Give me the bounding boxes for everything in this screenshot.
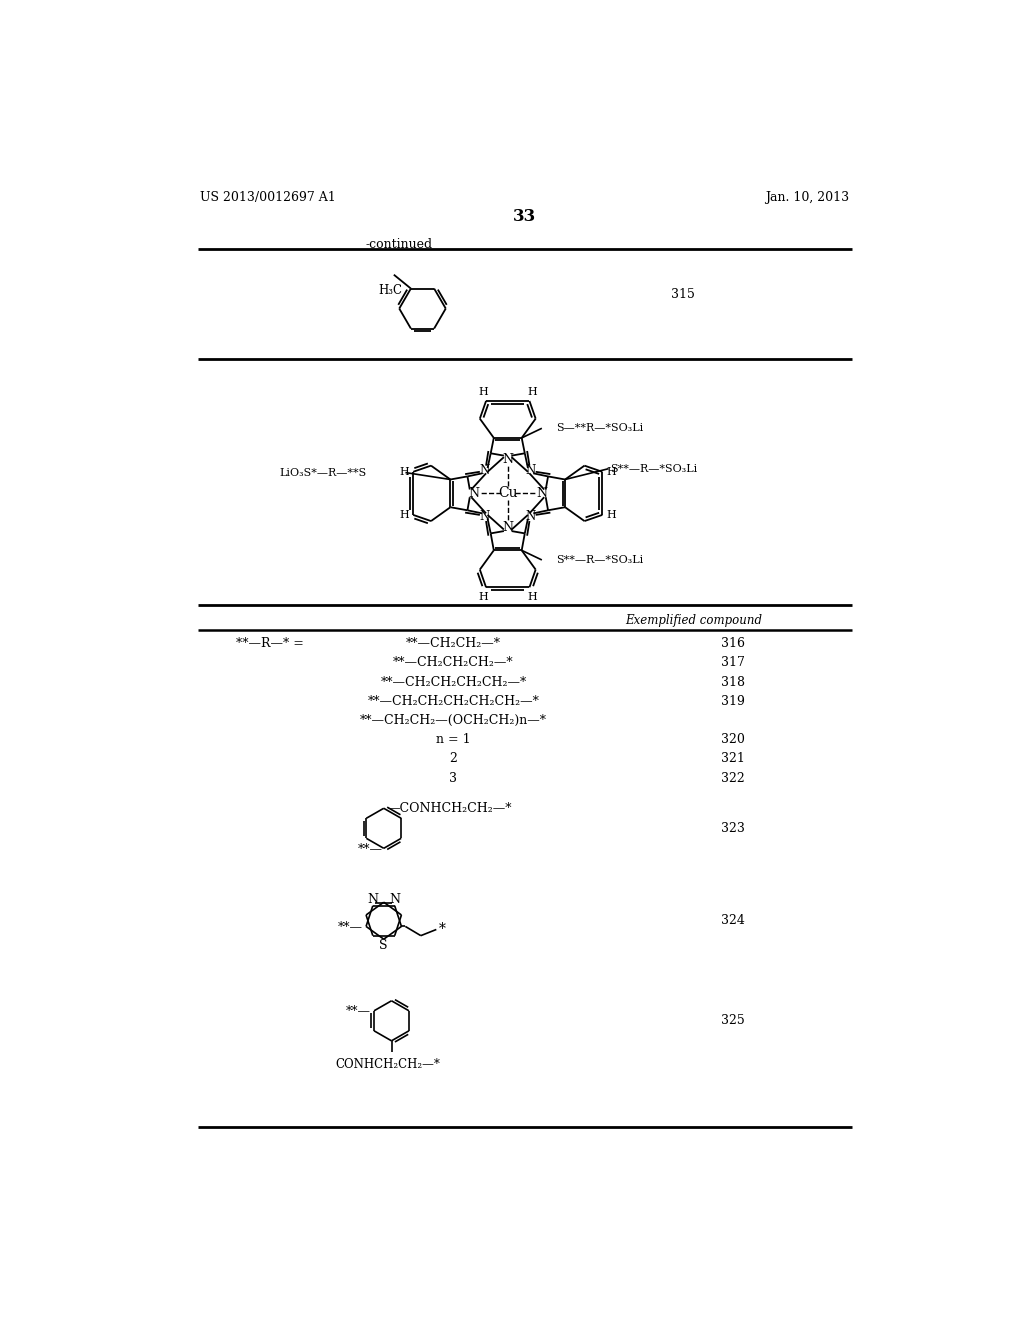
Text: N: N — [468, 487, 479, 500]
Text: **—: **— — [338, 920, 364, 933]
Text: N: N — [479, 510, 489, 523]
Text: Exemplified compound: Exemplified compound — [626, 614, 762, 627]
Text: **—CH₂CH₂CH₂—*: **—CH₂CH₂CH₂—* — [393, 656, 514, 669]
Text: 3: 3 — [450, 772, 458, 785]
Text: S**—R—*SO₃Li: S**—R—*SO₃Li — [610, 463, 697, 474]
Text: CONHCH₂CH₂—*: CONHCH₂CH₂—* — [335, 1057, 440, 1071]
Text: -continued: -continued — [366, 239, 433, 252]
Text: **—: **— — [346, 1005, 371, 1018]
Text: H: H — [399, 510, 409, 520]
Text: S: S — [380, 939, 388, 952]
Text: 316: 316 — [721, 638, 744, 649]
Text: **—R—* =: **—R—* = — [237, 638, 304, 649]
Text: H: H — [399, 467, 409, 477]
Text: H: H — [607, 467, 616, 477]
Text: **—CH₂CH₂CH₂CH₂CH₂—*: **—CH₂CH₂CH₂CH₂CH₂—* — [368, 694, 540, 708]
Text: N: N — [526, 463, 537, 477]
Text: 318: 318 — [721, 676, 744, 689]
Text: 321: 321 — [721, 752, 744, 766]
Text: US 2013/0012697 A1: US 2013/0012697 A1 — [200, 190, 336, 203]
Text: 317: 317 — [721, 656, 744, 669]
Text: 320: 320 — [721, 733, 744, 746]
Text: **—: **— — [357, 842, 382, 855]
Text: 325: 325 — [721, 1014, 744, 1027]
Text: H: H — [478, 387, 487, 397]
Text: S**—R—*SO₃Li: S**—R—*SO₃Li — [556, 554, 643, 565]
Text: LiO₃S*—R—**S: LiO₃S*—R—**S — [280, 467, 367, 478]
Text: H: H — [607, 510, 616, 520]
Text: *: * — [439, 923, 446, 936]
Text: H: H — [478, 591, 487, 602]
Text: N: N — [526, 510, 537, 523]
Text: H₃C: H₃C — [378, 284, 402, 297]
Text: —CONHCH₂CH₂—*: —CONHCH₂CH₂—* — [388, 801, 512, 814]
Text: 33: 33 — [513, 209, 537, 226]
Text: N: N — [502, 520, 513, 533]
Text: **—CH₂CH₂—*: **—CH₂CH₂—* — [406, 638, 501, 649]
Text: **—CH₂CH₂—(OCH₂CH₂)n—*: **—CH₂CH₂—(OCH₂CH₂)n—* — [360, 714, 547, 727]
Text: 315: 315 — [671, 288, 694, 301]
Text: N: N — [502, 453, 513, 466]
Text: H: H — [527, 387, 538, 397]
Text: N: N — [368, 894, 378, 906]
Text: 319: 319 — [721, 694, 744, 708]
Text: H: H — [527, 591, 538, 602]
Text: N: N — [537, 487, 548, 500]
Text: Cu: Cu — [498, 486, 517, 500]
Text: N: N — [389, 894, 400, 906]
Text: S—**R—*SO₃Li: S—**R—*SO₃Li — [556, 424, 643, 433]
Text: Jan. 10, 2013: Jan. 10, 2013 — [765, 190, 850, 203]
Text: 323: 323 — [721, 822, 744, 834]
Text: 324: 324 — [721, 915, 744, 927]
Text: 322: 322 — [721, 772, 744, 785]
Text: 2: 2 — [450, 752, 458, 766]
Text: **—CH₂CH₂CH₂CH₂—*: **—CH₂CH₂CH₂CH₂—* — [380, 676, 526, 689]
Text: N: N — [479, 463, 489, 477]
Text: n = 1: n = 1 — [436, 733, 471, 746]
